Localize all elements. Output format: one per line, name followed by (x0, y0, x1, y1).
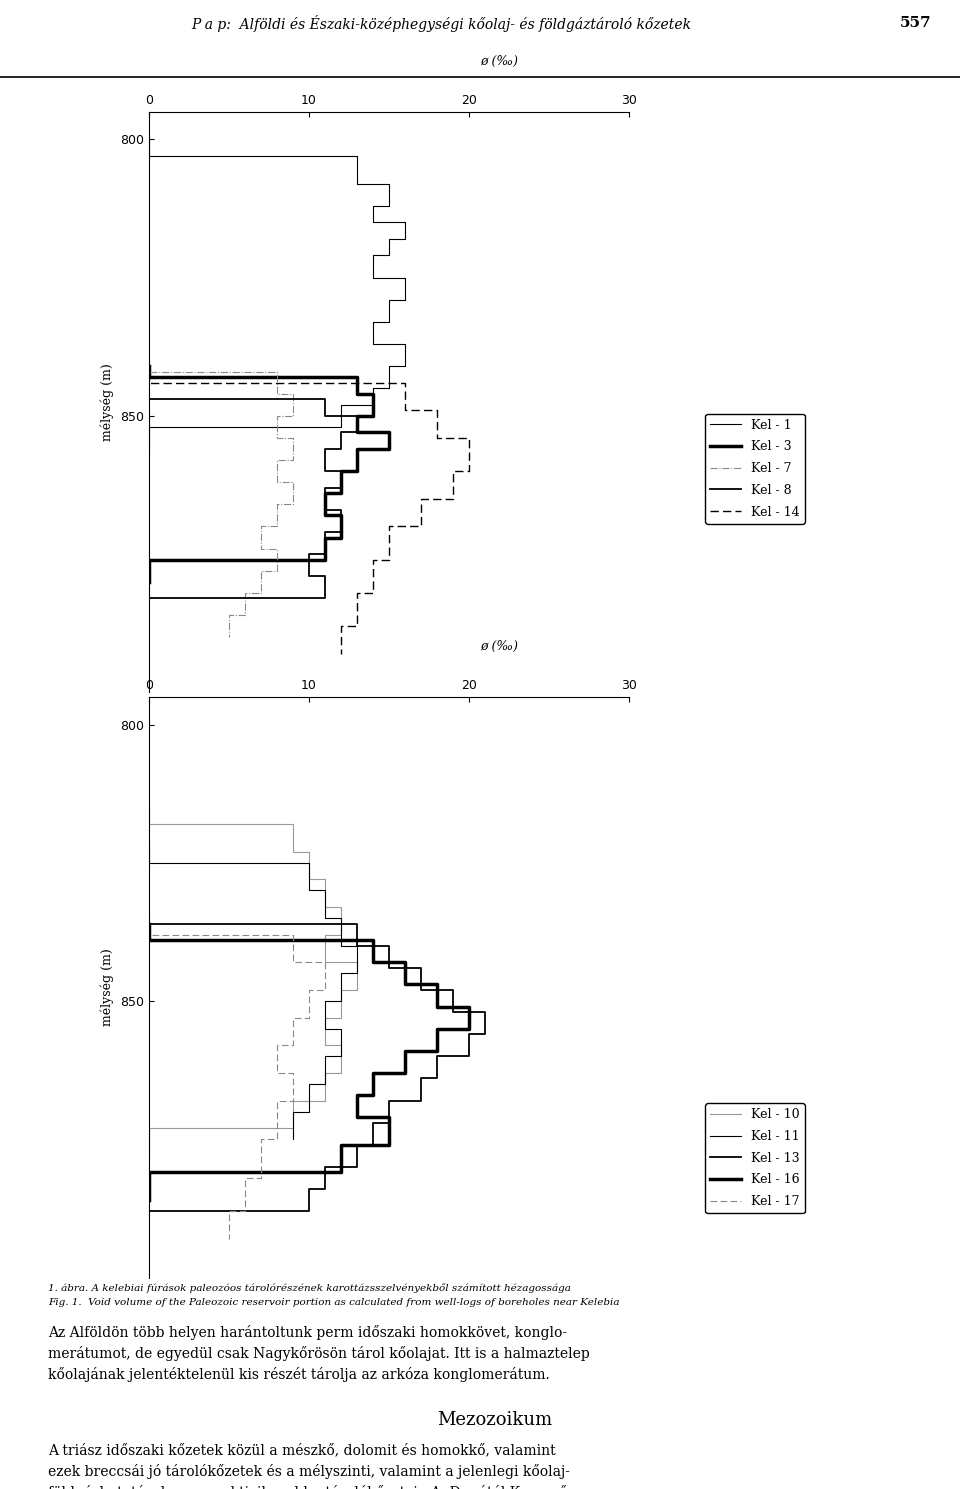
Text: P a p:  Alföldi és Északi-középhegységi kőolaj- és földgáztároló kőzetek: P a p: Alföldi és Északi-középhegységi k… (192, 15, 691, 31)
Text: Fig. 1.  Void volume of the Paleozoic reservoir portion as calculated from well-: Fig. 1. Void volume of the Paleozoic res… (48, 1298, 619, 1307)
Y-axis label: mélység (m): mélység (m) (101, 948, 114, 1026)
Text: A triász időszaki kőzetek közül a mészkő, dolomit és homokkő, valamint
ezek brec: A triász időszaki kőzetek közül a mészkő… (48, 1444, 570, 1489)
Text: 557: 557 (900, 16, 931, 30)
Text: 1. ábra. A kelebiai fúrások paleozóos tárolórészének karottázsszelvényekből szám: 1. ábra. A kelebiai fúrások paleozóos tá… (48, 1284, 571, 1294)
Text: ø (‰): ø (‰) (480, 55, 518, 68)
Y-axis label: mélység (m): mélység (m) (101, 363, 114, 441)
Legend: Kel - 1, Kel - 3, Kel - 7, Kel - 8, Kel - 14: Kel - 1, Kel - 3, Kel - 7, Kel - 8, Kel … (705, 414, 804, 524)
Text: Mezozoikum: Mezozoikum (437, 1412, 552, 1429)
Legend: Kel - 10, Kel - 11, Kel - 13, Kel - 16, Kel - 17: Kel - 10, Kel - 11, Kel - 13, Kel - 16, … (705, 1103, 804, 1214)
Text: ø (‰): ø (‰) (480, 640, 518, 654)
Text: Az Alföldön több helyen harántoltunk perm időszaki homokkövet, konglo-
merátumot: Az Alföldön több helyen harántoltunk per… (48, 1325, 589, 1382)
